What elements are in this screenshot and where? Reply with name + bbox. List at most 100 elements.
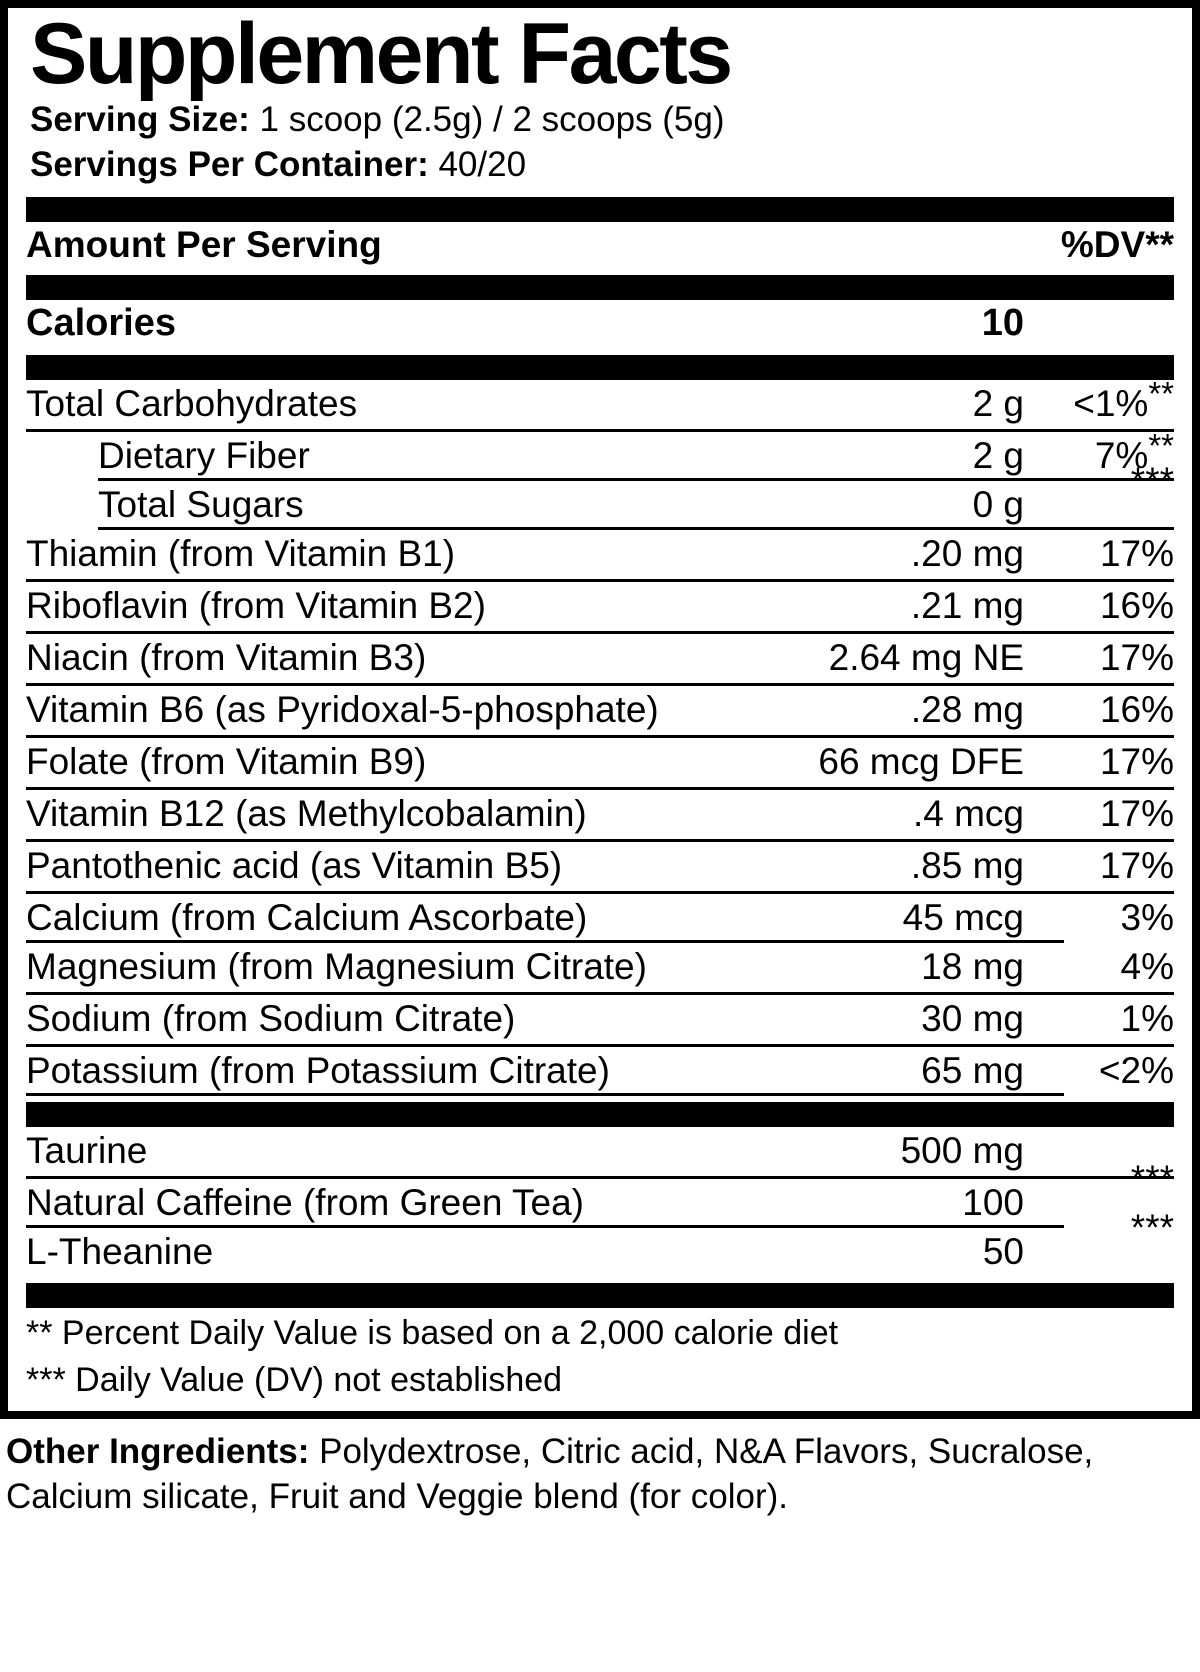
- nutrient-amount: 100: [962, 1181, 1024, 1223]
- nutrient-name: Sodium (from Sodium Citrate): [26, 997, 516, 1039]
- amount-per-serving-header: Amount Per Serving: [26, 223, 382, 265]
- nutrient-daily-value: 17%: [1099, 532, 1174, 574]
- nutrient-amount: .85 mg: [910, 844, 1024, 886]
- divider-bar-header: [26, 274, 1174, 300]
- servings-per-container-label: Servings Per Container:: [30, 145, 429, 185]
- table-row: Sodium (from Sodium Citrate) 30 mg 1%: [26, 995, 1174, 1047]
- nutrient-amount: .20 mg: [910, 532, 1024, 574]
- calories-row: Calories 10: [26, 300, 1174, 349]
- supplement-facts-panel: Supplement Facts Serving Size: 1 scoop (…: [0, 0, 1200, 1419]
- table-header-row: Amount Per Serving %DV**: [26, 222, 1174, 269]
- table-row: Riboflavin (from Vitamin B2) .21 mg 16%: [26, 582, 1174, 634]
- table-row: Dietary Fiber 2 g 7%**: [26, 426, 1174, 481]
- nutrient-amount: 500 mg: [900, 1129, 1024, 1171]
- serving-size-label: Serving Size:: [30, 100, 250, 140]
- table-row: Thiamin (from Vitamin B1) .20 mg 17%: [26, 530, 1174, 582]
- blend-rows: Taurine 500 mg *** Natural Caffeine (from G…: [26, 1108, 1174, 1277]
- nutrient-name: Magnesium (from Magnesium Citrate): [26, 945, 647, 987]
- calories-amount: 10: [981, 301, 1024, 344]
- nutrient-daily-value: 17%: [1099, 740, 1174, 782]
- page-title: Supplement Facts: [30, 6, 733, 102]
- nutrient-name: Total Sugars: [98, 483, 304, 525]
- nutrient-daily-value: <1%**: [1073, 374, 1174, 424]
- serving-size-line: Serving Size: 1 scoop (2.5g) / 2 scoops …: [30, 98, 1174, 143]
- nutrient-amount: 2 g: [972, 434, 1024, 476]
- table-row: Niacin (from Vitamin B3) 2.64 mg NE 17%: [26, 634, 1174, 686]
- nutrient-amount: 2.64 mg NE: [828, 636, 1024, 678]
- nutrient-amount: 65 mg: [921, 1049, 1024, 1091]
- nutrient-daily-value: ***: [1131, 1209, 1174, 1273]
- nutrient-name: Natural Caffeine (from Green Tea): [26, 1181, 584, 1223]
- nutrient-name: Vitamin B12 (as Methylcobalamin): [26, 792, 587, 834]
- nutrient-amount: 30 mg: [921, 997, 1024, 1039]
- nutrient-amount: 18 mg: [921, 945, 1024, 987]
- divider-bar-blend: [26, 1101, 1174, 1127]
- nutrient-daily-value: 1%: [1120, 997, 1174, 1039]
- nutrient-daily-value: 17%: [1099, 636, 1174, 678]
- nutrient-name: Thiamin (from Vitamin B1): [26, 532, 456, 574]
- footnote-marker: **: [1148, 426, 1174, 464]
- nutrient-daily-value: <2%: [1098, 1049, 1174, 1091]
- footnote-text: ** Percent Daily Value is based on a 2,0…: [26, 1313, 839, 1352]
- table-row: Natural Caffeine (from Green Tea) 100 ***: [26, 1160, 1174, 1228]
- nutrient-daily-value: ***: [1131, 1160, 1174, 1224]
- table-row: Folate (from Vitamin B9) 66 mcg DFE 17%: [26, 738, 1174, 790]
- nutrient-daily-value: 4%: [1120, 945, 1174, 987]
- nutrient-daily-value: 17%: [1099, 792, 1174, 834]
- nutrient-daily-value: 17%: [1099, 844, 1174, 886]
- divider-bar-footnotes: [26, 1282, 1174, 1308]
- calories-label: Calories: [26, 301, 176, 344]
- table-row: Vitamin B6 (as Pyridoxal-5-phosphate) .28…: [26, 686, 1174, 738]
- nutrient-amount: 50: [982, 1230, 1024, 1272]
- footnote-text: *** Daily Value (DV) not established: [26, 1361, 563, 1400]
- nutrient-amount: 45 mcg: [902, 896, 1024, 938]
- nutrient-name: Vitamin B6 (as Pyridoxal-5-phosphate): [26, 688, 659, 730]
- nutrient-name: Riboflavin (from Vitamin B2): [26, 584, 486, 626]
- table-row: Pantothenic acid (as Vitamin B5) .85 mg 17…: [26, 842, 1174, 894]
- percent-dv-header: %DV**: [1060, 223, 1174, 265]
- nutrient-name: Taurine: [26, 1129, 148, 1171]
- nutrient-name: Dietary Fiber: [98, 434, 310, 476]
- serving-size-value: 1 scoop (2.5g) / 2 scoops (5g): [259, 100, 725, 140]
- nutrient-daily-value: ***: [1131, 462, 1174, 526]
- nutrient-amount: 66 mcg DFE: [818, 740, 1024, 782]
- footnote-marker: ***: [1130, 1157, 1174, 1199]
- nutrient-amount: .28 mg: [910, 688, 1024, 730]
- nutrient-name: Niacin (from Vitamin B3): [26, 636, 427, 678]
- nutrient-daily-value: 3%: [1120, 896, 1174, 938]
- table-row: Magnesium (from Magnesium Citrate) 18 mg 4…: [26, 943, 1174, 995]
- nutrient-amount: 2 g: [972, 382, 1024, 424]
- footnote-marker: ***: [1130, 459, 1174, 501]
- servings-per-container-line: Servings Per Container: 40/20: [30, 143, 1174, 188]
- nutrient-amount: .21 mg: [910, 584, 1024, 626]
- footnote-marker: **: [1148, 374, 1174, 412]
- table-row: Total Carbohydrates 2 g <1%**: [26, 374, 1174, 432]
- table-row: L-Theanine 50 ***: [26, 1209, 1174, 1277]
- nutrient-rows: Total Carbohydrates 2 g <1%** Dietary Fiber…: [26, 374, 1174, 1096]
- table-row: Total Sugars 0 g ***: [26, 462, 1174, 530]
- divider-bar-top: [26, 196, 1174, 222]
- table-row: Calcium (from Calcium Ascorbate) 45 mcg 3%: [26, 894, 1174, 943]
- other-ingredients-text: Polydextrose, Citric acid, N&A Flavors, …: [6, 1431, 1094, 1517]
- footnote-marker: ***: [1130, 1206, 1174, 1248]
- servings-per-container-value: 40/20: [438, 145, 527, 185]
- nutrient-daily-value: 7%**: [1094, 426, 1174, 476]
- nutrient-name: Folate (from Vitamin B9): [26, 740, 427, 782]
- footnotes: ** Percent Daily Value is based on a 2,0…: [26, 1308, 1174, 1411]
- nutrient-amount: .4 mcg: [912, 792, 1024, 834]
- table-row: Vitamin B12 (as Methylcobalamin) .4 mcg 17…: [26, 790, 1174, 842]
- nutrient-name: Potassium (from Potassium Citrate): [26, 1049, 610, 1091]
- nutrient-amount: 0 g: [972, 483, 1024, 525]
- table-row: Potassium (from Potassium Citrate) 65 mg <…: [26, 1047, 1174, 1096]
- nutrient-name: L-Theanine: [26, 1230, 214, 1272]
- other-ingredients-label: Other Ingredients:: [6, 1431, 310, 1471]
- other-ingredients: Other Ingredients: Polydextrose, Citric …: [0, 1419, 1200, 1520]
- nutrient-name: Pantothenic acid (as Vitamin B5): [26, 844, 563, 886]
- table-row: Taurine 500 mg ***: [26, 1108, 1174, 1179]
- divider-bar-calories: [26, 354, 1174, 380]
- nutrient-daily-value: 16%: [1099, 584, 1174, 626]
- nutrient-daily-value: ***: [1131, 1108, 1174, 1172]
- nutrient-name: Total Carbohydrates: [26, 382, 358, 424]
- nutrient-daily-value: 16%: [1099, 688, 1174, 730]
